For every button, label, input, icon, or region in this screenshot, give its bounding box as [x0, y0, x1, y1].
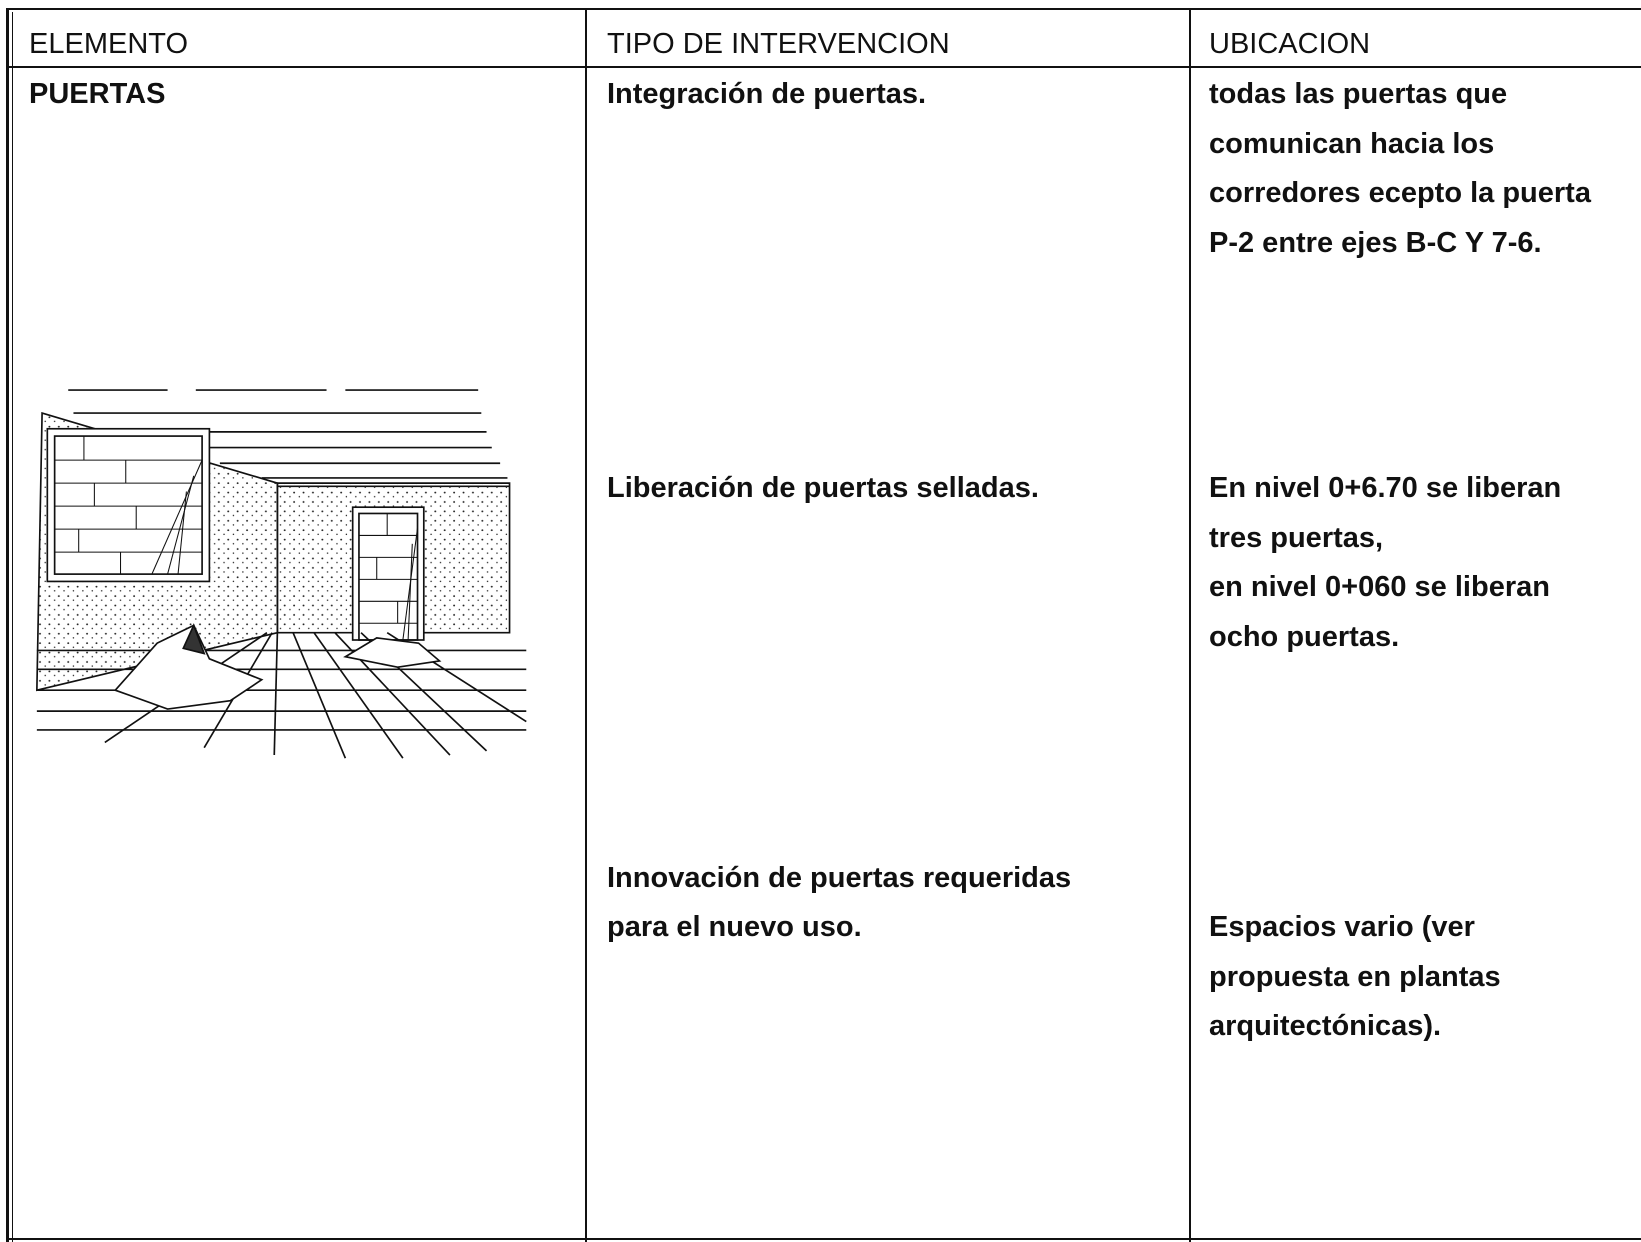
intervention-line: Liberación de puertas selladas.	[607, 472, 1039, 504]
column-header: UBICACION	[1209, 28, 1371, 60]
border	[1189, 8, 1191, 1242]
border	[12, 12, 13, 1242]
location-line: propuesta en plantas	[1209, 960, 1501, 993]
border	[8, 66, 1641, 68]
location-line: arquitectónicas).	[1209, 1010, 1442, 1042]
column-header: TIPO DE INTERVENCION	[607, 28, 950, 60]
illustration	[36, 389, 527, 759]
location-line: corredores ecepto la puerta	[1209, 177, 1591, 209]
location-line: comunican hacia los	[1209, 127, 1495, 160]
intervention-line: Innovación de puertas requeridas	[607, 862, 1072, 894]
location-line: ocho puertas.	[1209, 620, 1400, 653]
column-header: ELEMENTO	[29, 28, 189, 60]
border	[585, 8, 587, 1242]
location-line: en nivel 0+060 se liberan	[1209, 571, 1550, 603]
location-line: todas las puertas que	[1209, 78, 1508, 110]
intervention-line: para el nuevo uso.	[607, 911, 862, 943]
element-name: PUERTAS	[29, 78, 166, 110]
location-line: Espacios vario (ver	[1209, 911, 1475, 943]
location-line: P-2 entre ejes B-C Y 7-6.	[1209, 226, 1542, 259]
border	[6, 8, 1641, 10]
location-line: tres puertas,	[1209, 521, 1384, 554]
border	[6, 8, 9, 1242]
intervention-line: Integración de puertas.	[607, 78, 927, 110]
location-line: En nivel 0+6.70 se liberan	[1209, 472, 1562, 504]
border	[8, 1238, 1641, 1240]
